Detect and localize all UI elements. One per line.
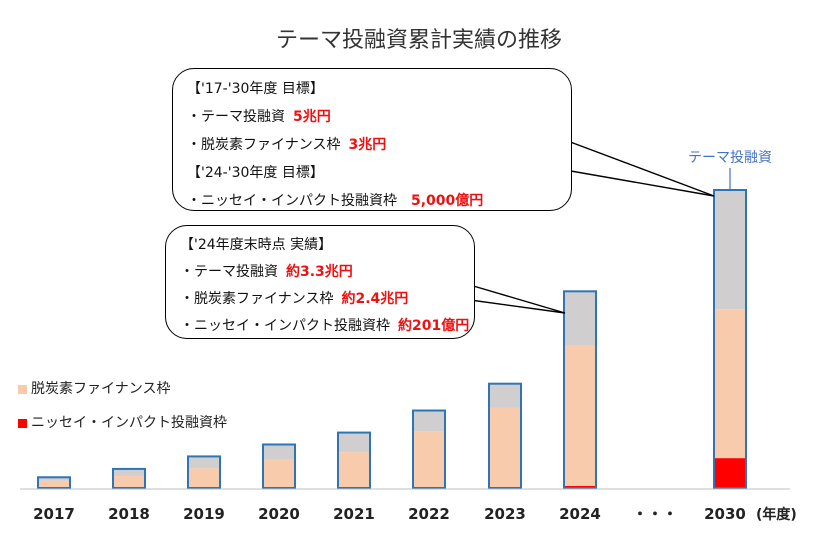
callout-2024-row2-value: 約2.4兆円 (341, 291, 409, 307)
callout-2024-pointer (469, 284, 566, 314)
x-tick-label-2020: 2020 (258, 505, 300, 523)
bar-2017 (37, 476, 71, 490)
x-axis-labels: 2017 2018 2019 2020 2021 2022 2023 2024 ・・・ 2030 (33, 505, 746, 523)
callout-2024-heading: 【'24年度末時点 実績】 (180, 237, 333, 253)
legend-nissay-label: ニッセイ・インパクト投融資枠 (31, 415, 227, 431)
callout-2030-row1-value: 5兆円 (293, 109, 331, 125)
x-tick-label-2022: 2022 (408, 505, 450, 523)
x-tick-label-2030: 2030 (704, 505, 746, 523)
bar-2023 (488, 382, 522, 490)
callout-2030-heading-1: 【'17-'30年度 目標】 (187, 81, 324, 97)
legend-decarb-swatch (18, 384, 27, 394)
bar-outline-2024 (563, 290, 597, 489)
bar-segment-theme-2024 (564, 291, 596, 345)
bar-outline-2030 (713, 189, 747, 489)
bar-outline-2023 (488, 382, 522, 490)
chart-title: テーマ投融資累計実績の推移 (275, 28, 562, 53)
bar-2019 (187, 455, 221, 489)
legend-decarb-label: 脱炭素ファイナンス枠 (31, 381, 171, 397)
callout-2030-targets: 【'17-'30年度 目標】 ・テーマ投融資 5兆円 ・脱炭素ファイナンス枠 3兆円… (172, 68, 572, 211)
bar-segment-theme-2030 (714, 190, 746, 310)
bar-segment-theme-2020 (263, 444, 295, 460)
bar-segment-theme-2023 (489, 383, 521, 408)
bar-segment-theme-2018 (113, 468, 145, 477)
callout-2030-row3-label: ・ニッセイ・インパクト投融資枠 (187, 193, 397, 209)
callout-2030-pointer (564, 138, 715, 197)
bar-segment-decarb-2023 (489, 407, 521, 488)
bar-segment-decarb-2017 (38, 480, 70, 488)
x-axis-unit: (年度) (756, 506, 797, 523)
callout-2030-row2-label: ・脱炭素ファイナンス枠 (187, 137, 341, 153)
bar-segment-decarb-2030 (714, 309, 746, 459)
x-tick-label-2017: 2017 (33, 505, 75, 523)
x-tick-label-2019: 2019 (183, 505, 225, 523)
bar-outline-2021 (337, 431, 371, 489)
bar-outline-2018 (112, 467, 146, 490)
bar-2021 (337, 431, 371, 489)
bar-segment-decarb-2024 (564, 344, 596, 487)
callout-2024-row3-label: ・ニッセイ・インパクト投融資枠 (180, 318, 390, 334)
bar-2022 (412, 409, 446, 489)
bar-segment-theme-2017 (38, 477, 70, 481)
legend-nissay-swatch (18, 418, 27, 428)
x-tick-label-2023: 2023 (484, 505, 526, 523)
bar-outline-2020 (262, 443, 296, 490)
bar-label-theme: テーマ投融資 (688, 150, 772, 166)
bar-segment-theme-2021 (338, 432, 370, 453)
bars-group (37, 189, 747, 490)
callout-2030-row2-value: 3兆円 (348, 137, 387, 153)
bar-2024 (563, 290, 597, 489)
callout-2024-row1-label: ・テーマ投融資 (180, 264, 278, 280)
x-tick-label-2021: 2021 (333, 505, 375, 523)
x-tick-label-2024: 2024 (559, 505, 601, 523)
bar-outline-2019 (187, 455, 221, 489)
legend-nissay: ニッセイ・インパクト投融資枠 (18, 412, 227, 432)
callout-2030-heading-2: 【'24-'30年度 目標】 (187, 165, 324, 181)
bar-segment-decarb-2021 (338, 452, 370, 488)
bar-2030 (713, 189, 747, 489)
callout-2030-row1-label: ・テーマ投融資 (187, 109, 285, 125)
callout-2024-row3-value: 約201億円 (398, 318, 470, 334)
bar-segment-decarb-2018 (113, 476, 145, 488)
legend-decarb: 脱炭素ファイナンス枠 (18, 378, 170, 398)
callout-2024-row2-label: ・脱炭素ファイナンス枠 (180, 291, 334, 307)
bar-segment-decarb-2020 (263, 459, 295, 488)
bar-segment-theme-2022 (413, 410, 445, 432)
callout-2030-row3-value: 5,000億円 (411, 193, 484, 209)
bar-2020 (262, 443, 296, 490)
callout-2024-row1-value: 約3.3兆円 (286, 264, 353, 280)
bar-outline-2022 (412, 409, 446, 489)
bar-segment-nissay-2030 (714, 458, 746, 488)
bar-outline-2017 (37, 476, 71, 490)
x-tick-label-ellipsis: ・・・ (632, 505, 677, 523)
callout-2024-results: 【'24年度末時点 実績】 ・テーマ投融資 約3.3兆円 ・脱炭素ファイナンス枠約… (165, 225, 475, 339)
bar-2018 (112, 467, 146, 490)
x-tick-label-2018: 2018 (108, 505, 150, 523)
bar-segment-theme-2019 (188, 456, 220, 469)
bar-segment-decarb-2022 (413, 431, 445, 488)
bar-segment-decarb-2019 (188, 468, 220, 488)
